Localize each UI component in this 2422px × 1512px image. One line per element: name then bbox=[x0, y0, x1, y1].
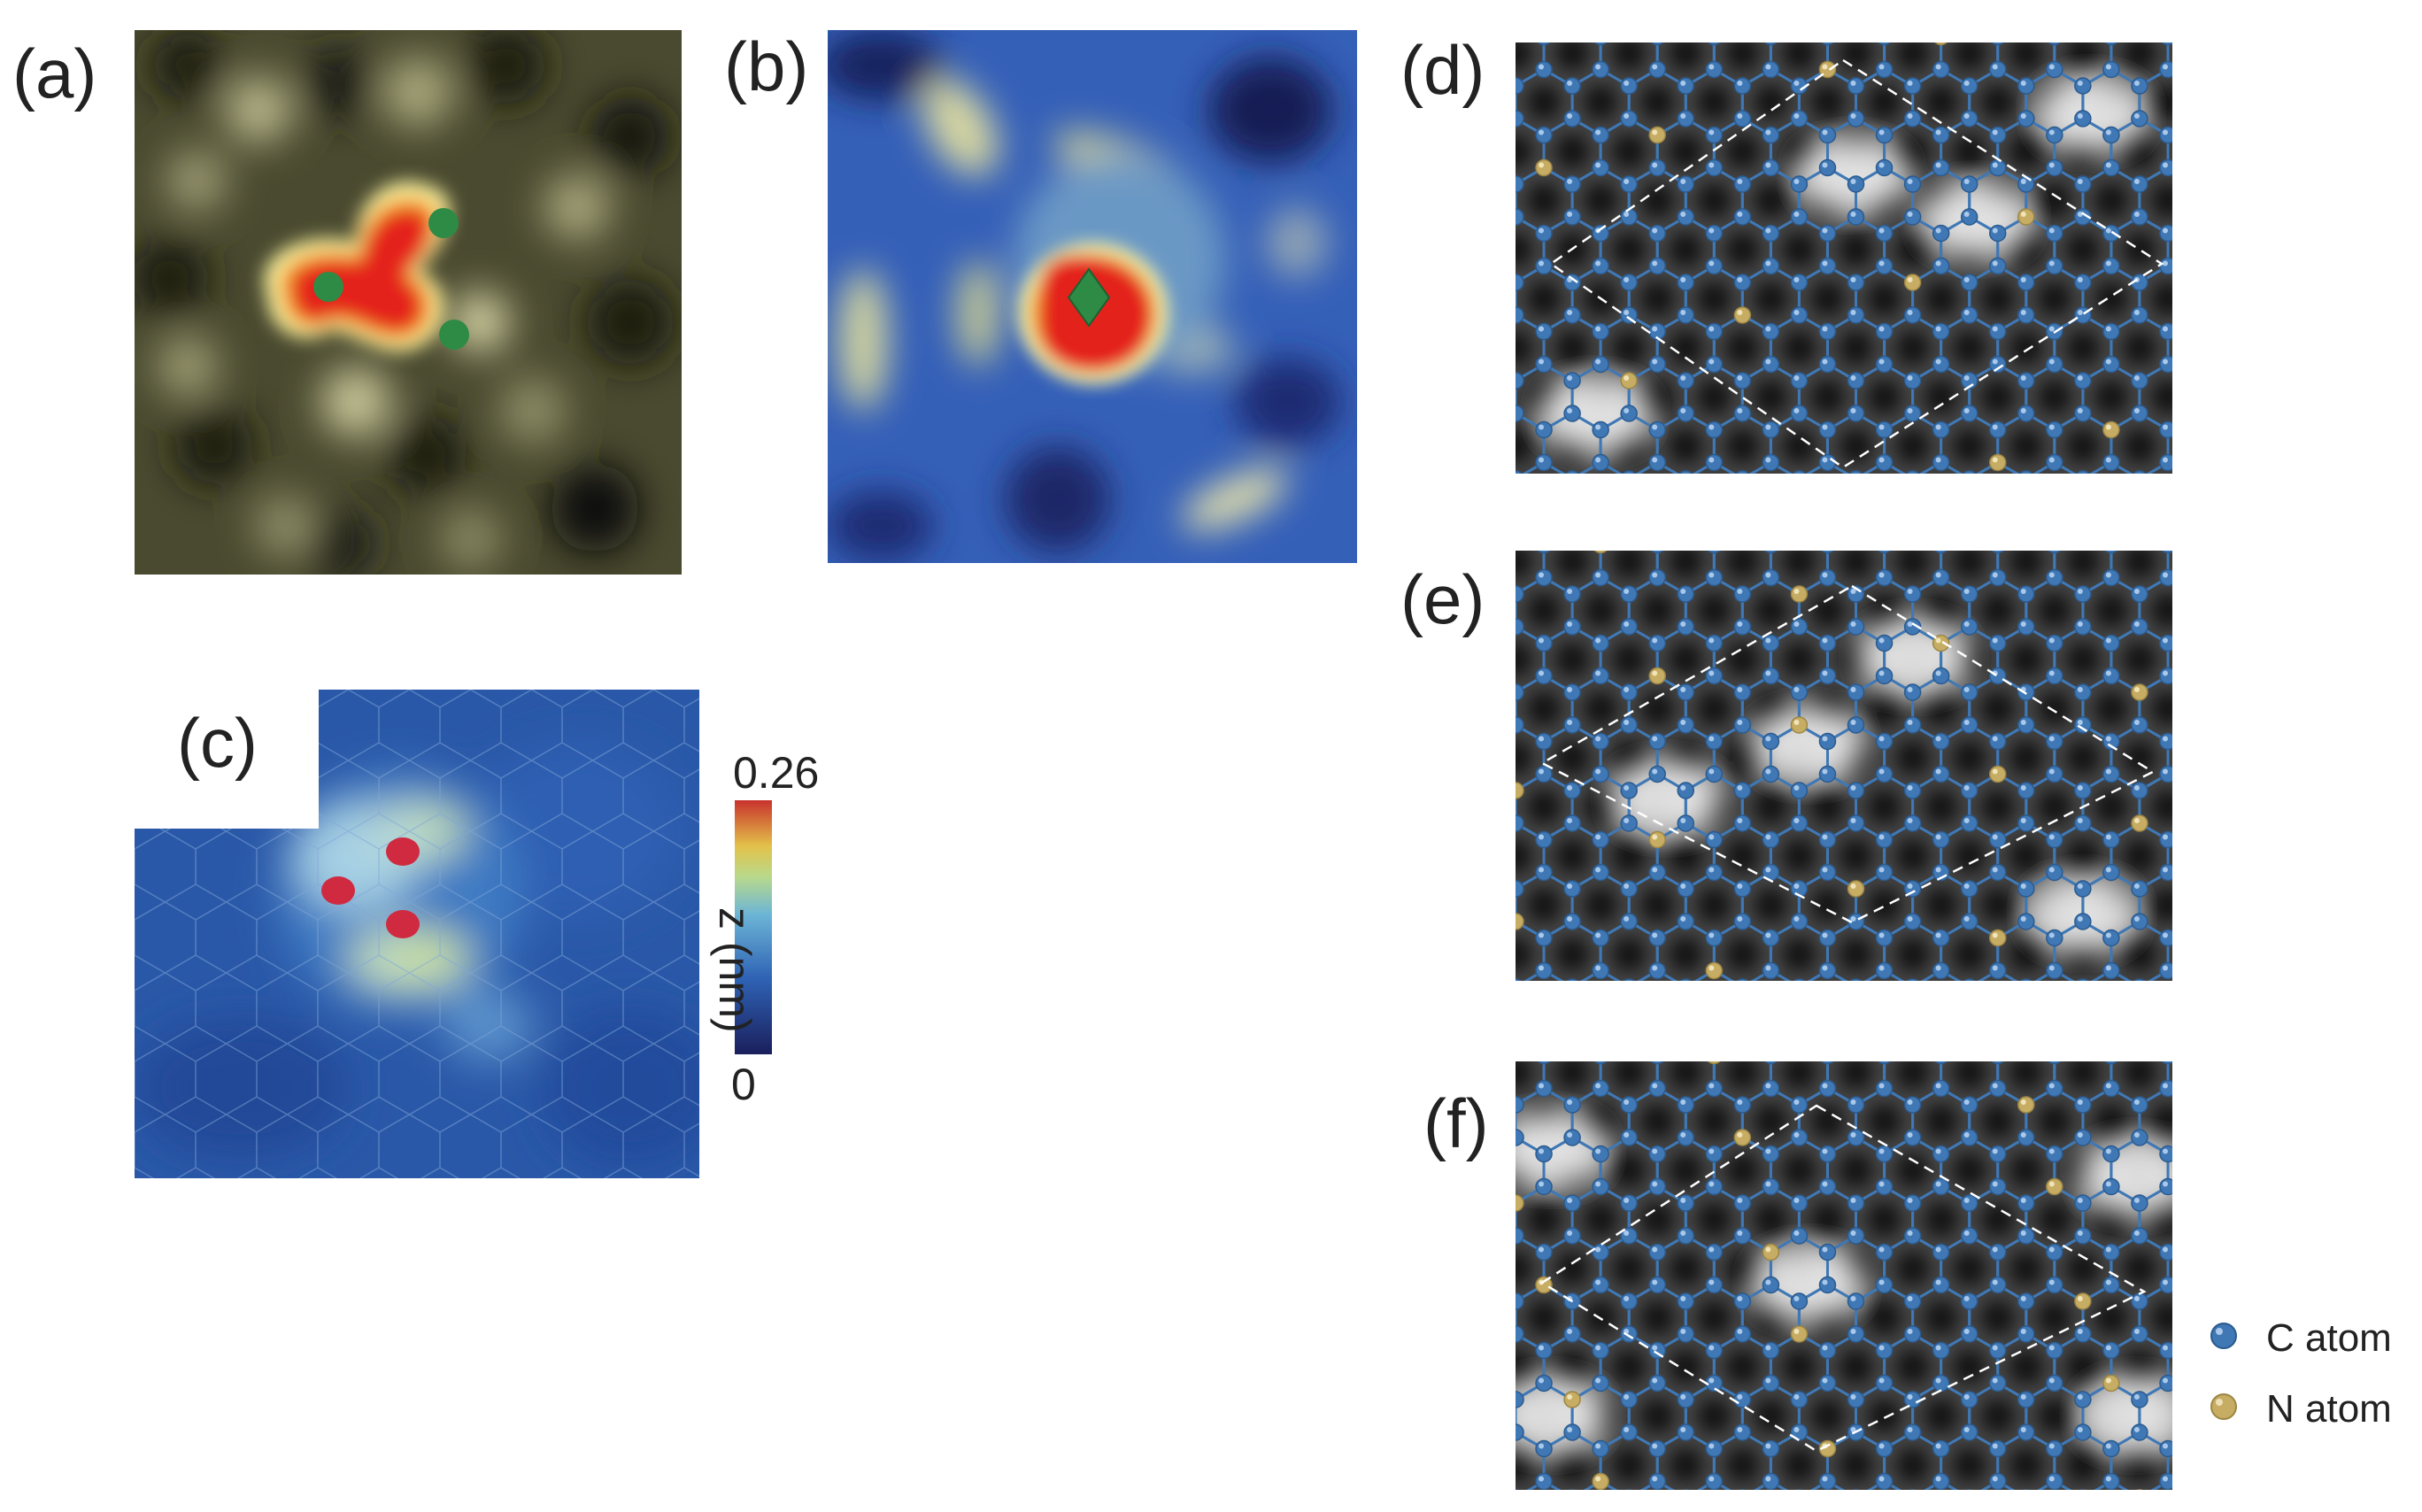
panel-label-a: (a) bbox=[12, 35, 97, 112]
panel-label-d: (d) bbox=[1400, 31, 1485, 109]
panel-f-lattice-image bbox=[1516, 1061, 2172, 1490]
legend-carbon-marker bbox=[2209, 1321, 2239, 1351]
colorbar bbox=[735, 800, 772, 1054]
colorbar-min-label: 0 bbox=[731, 1060, 756, 1109]
colorbar-max-label: 0.26 bbox=[733, 748, 820, 798]
panel-a-stm-image bbox=[135, 30, 682, 575]
legend-nitrogen-marker bbox=[2209, 1392, 2239, 1422]
legend-nitrogen-label: N atom bbox=[2266, 1387, 2392, 1431]
colorbar-axis-label: z (nm) bbox=[710, 907, 760, 1033]
panel-c-afm-image bbox=[135, 690, 699, 1178]
panel-d-lattice-image bbox=[1516, 42, 2172, 474]
panel-label-e: (e) bbox=[1400, 560, 1485, 638]
panel-b-simulated-image bbox=[828, 30, 1357, 563]
panel-e-lattice-image bbox=[1516, 551, 2172, 981]
panel-label-f: (f) bbox=[1423, 1084, 1489, 1162]
panel-label-b: (b) bbox=[724, 27, 809, 105]
panel-label-c: (c) bbox=[177, 704, 258, 782]
legend-carbon-label: C atom bbox=[2266, 1316, 2392, 1360]
